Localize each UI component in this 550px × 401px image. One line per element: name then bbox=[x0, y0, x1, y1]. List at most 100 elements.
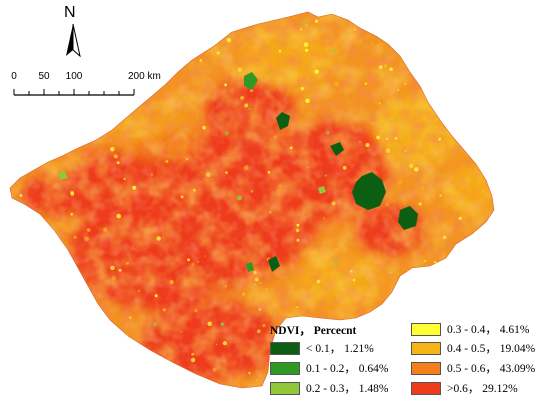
speckle bbox=[324, 174, 327, 177]
speckle bbox=[164, 362, 170, 368]
speckle bbox=[216, 343, 218, 346]
speckle bbox=[27, 237, 32, 242]
speckle bbox=[237, 67, 242, 72]
speckle bbox=[487, 301, 491, 304]
speckle bbox=[73, 235, 77, 239]
speckle bbox=[332, 49, 336, 53]
legend-item: 0.4 - 0.5， 19.04% bbox=[411, 341, 535, 355]
speckle bbox=[409, 163, 414, 168]
speckle bbox=[81, 138, 87, 144]
speckle bbox=[455, 124, 458, 127]
speckle bbox=[378, 102, 381, 105]
speckle bbox=[129, 316, 132, 320]
speckle bbox=[126, 59, 130, 64]
speckle bbox=[159, 351, 162, 354]
speckle bbox=[117, 379, 120, 381]
speckle bbox=[296, 238, 300, 242]
speckle bbox=[99, 351, 102, 354]
legend-item: 0.5 - 0.6， 43.09% bbox=[411, 361, 535, 375]
speckle bbox=[352, 278, 356, 282]
speckle bbox=[224, 131, 229, 136]
speckle bbox=[156, 236, 161, 241]
speckle bbox=[481, 102, 484, 105]
speckle bbox=[278, 49, 282, 53]
legend-swatch bbox=[411, 361, 441, 375]
legend-swatch bbox=[411, 381, 441, 395]
legend-label: < 0.1， 1.21% bbox=[306, 343, 374, 355]
speckle bbox=[423, 260, 426, 263]
speckle bbox=[204, 255, 206, 257]
speckle bbox=[457, 310, 462, 315]
north-label: N bbox=[64, 4, 76, 21]
speckle bbox=[394, 118, 397, 121]
speckle bbox=[103, 227, 108, 232]
speckle bbox=[54, 67, 59, 72]
speckle bbox=[259, 281, 262, 285]
speckle bbox=[180, 195, 184, 199]
speckle bbox=[86, 24, 91, 28]
speckle bbox=[304, 23, 309, 28]
speckle bbox=[267, 170, 271, 174]
speckle bbox=[20, 211, 23, 214]
speckle bbox=[432, 23, 435, 26]
speckle bbox=[449, 119, 451, 122]
speckle bbox=[300, 28, 303, 31]
speckle bbox=[314, 69, 319, 74]
speckle bbox=[128, 101, 132, 104]
speckle bbox=[38, 384, 43, 388]
legend-label: >0.6， 29.12% bbox=[447, 383, 518, 395]
speckle bbox=[110, 265, 115, 271]
speckle bbox=[340, 58, 343, 61]
speckle bbox=[25, 83, 29, 87]
speckle bbox=[116, 213, 121, 219]
speckle bbox=[224, 285, 227, 288]
speckle bbox=[479, 254, 483, 257]
speckle bbox=[19, 194, 23, 197]
speckle bbox=[70, 213, 73, 216]
legend-item: >0.6， 29.12% bbox=[411, 381, 518, 395]
speckle bbox=[353, 28, 356, 31]
scale-label: 100 bbox=[65, 71, 83, 82]
speckle bbox=[222, 341, 227, 346]
speckle bbox=[186, 158, 189, 161]
speckle bbox=[470, 64, 474, 68]
speckle bbox=[484, 308, 488, 312]
speckle bbox=[94, 88, 98, 92]
speckle bbox=[331, 201, 336, 206]
speckle bbox=[278, 184, 282, 188]
speckle bbox=[269, 211, 272, 214]
speckle bbox=[202, 125, 206, 130]
speckle bbox=[111, 275, 116, 281]
speckle bbox=[187, 258, 191, 262]
speckle bbox=[262, 323, 266, 328]
speckle bbox=[253, 271, 257, 275]
legend-label: 0.4 - 0.5， 19.04% bbox=[447, 343, 536, 355]
speckle bbox=[398, 179, 403, 184]
legend-label: 0.1 - 0.2， 0.64% bbox=[306, 363, 389, 375]
speckle bbox=[244, 103, 249, 108]
speckle bbox=[323, 217, 325, 219]
speckle bbox=[271, 332, 275, 336]
speckle bbox=[296, 223, 300, 227]
speckle bbox=[180, 330, 183, 333]
speckle bbox=[453, 47, 457, 51]
speckle bbox=[138, 289, 141, 292]
speckle bbox=[153, 322, 158, 327]
speckle bbox=[385, 137, 389, 140]
speckle bbox=[415, 57, 419, 61]
speckle bbox=[170, 35, 174, 39]
speckle bbox=[141, 183, 143, 185]
speckle bbox=[21, 250, 26, 256]
speckle bbox=[45, 31, 50, 36]
speckle bbox=[365, 143, 370, 147]
speckle bbox=[224, 83, 228, 87]
speckle bbox=[19, 55, 25, 61]
speckle bbox=[364, 82, 367, 85]
speckle bbox=[70, 191, 74, 195]
speckle bbox=[30, 376, 35, 381]
speckle bbox=[371, 42, 374, 45]
speckle bbox=[334, 63, 337, 66]
speckle bbox=[370, 121, 375, 125]
speckle bbox=[453, 135, 456, 137]
